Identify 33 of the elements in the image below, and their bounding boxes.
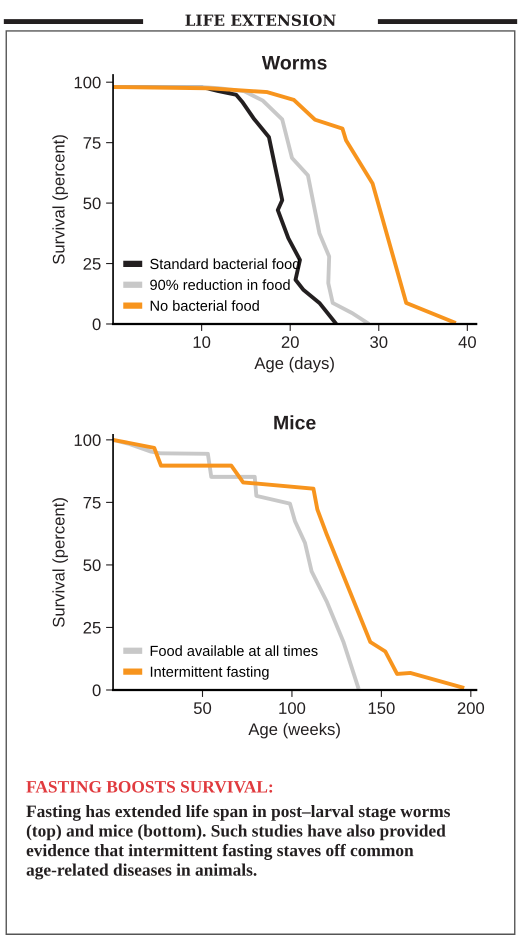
y-tick-label: 50 — [83, 197, 101, 210]
legend-label: Intermittent fasting — [150, 666, 269, 680]
y-tick-label: 100 — [74, 76, 101, 88]
x-tick-label: 100 — [279, 702, 306, 714]
y-tick-label: 75 — [84, 496, 101, 509]
text: FASTING BOOSTS SURVIVAL: — [26, 780, 272, 793]
y-tick-label: 75 — [84, 137, 101, 149]
x-tick-label: 150 — [368, 702, 395, 714]
text: Fasting has extended life span in post–larval stage worms (top) and mice (bottom). Such studies have also provided evidence that intermittent fasting staves off common age-related diseases in animals. — [26, 804, 450, 880]
x-tick-label: 40 — [458, 336, 476, 348]
x-tick-label: 200 — [458, 702, 484, 714]
line-series — [113, 438, 466, 690]
y-tick-label: 25 — [84, 622, 101, 634]
y-tick-label: 0 — [92, 684, 101, 696]
legend-label: No bacterial food — [150, 300, 259, 311]
x-tick-label: 20 — [282, 336, 299, 348]
legend-label: Food available at all times — [150, 645, 318, 656]
y-tick-label: 100 — [74, 434, 101, 446]
y-tick-label: 50 — [83, 559, 101, 572]
y-axis-title: Survival (percent) — [52, 498, 68, 627]
x-axis-title: Age (weeks) — [248, 722, 340, 738]
y-tick-label: 25 — [84, 258, 101, 270]
line-series — [113, 85, 458, 324]
x-tick-label: 10 — [194, 336, 210, 348]
chart-title: Worms — [262, 56, 327, 70]
y-tick-label: 0 — [92, 318, 101, 330]
x-tick-label: 50 — [194, 702, 212, 714]
x-tick-label: 30 — [370, 336, 388, 348]
text: LIFE EXTENSION — [185, 14, 336, 26]
x-axis-title: Age (days) — [254, 356, 334, 372]
y-axis-title: Survival (percent) — [52, 135, 68, 264]
chart-title: Mice — [274, 415, 316, 430]
legend-label: 90% reduction in food — [150, 279, 290, 290]
